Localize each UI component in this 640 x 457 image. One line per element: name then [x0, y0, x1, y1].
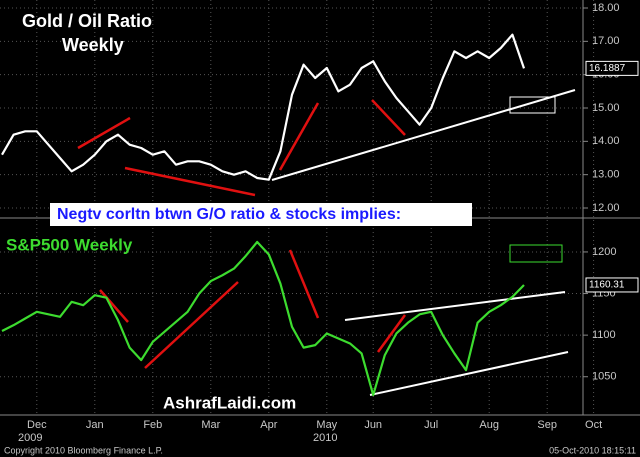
red-trendlines: [77, 99, 407, 369]
x-tick-label: Mar: [201, 419, 220, 431]
last-value-label: 16.1887: [589, 63, 626, 74]
chart-subtitle: Weekly: [62, 35, 124, 55]
trendline: [124, 166, 256, 197]
y-tick-label: 1100: [592, 329, 616, 341]
timestamp: 05-Oct-2010 18:15:11: [549, 445, 636, 455]
white-trendlines: [271, 89, 576, 396]
banner: Negtv corltn btwn G/O ratio & stocks imp…: [57, 206, 401, 223]
year-label: 2009: [18, 432, 42, 444]
x-tick-label: Aug: [479, 419, 499, 431]
trendline: [77, 116, 131, 150]
chart-title: Gold / Oil Ratio: [22, 11, 152, 31]
trendline: [371, 99, 406, 136]
x-tick-label: Feb: [143, 419, 162, 431]
x-tick-label: Sep: [537, 419, 557, 431]
chart-title: S&P500 Weekly: [6, 235, 133, 254]
trendline: [99, 289, 129, 323]
last-value-label: 1160.31: [589, 280, 625, 291]
year-label: 2010: [313, 432, 337, 444]
trendline: [271, 89, 576, 181]
y-tick-label: 17.00: [592, 35, 620, 47]
trendline: [344, 291, 566, 321]
target-box: [509, 96, 556, 114]
trendline: [376, 314, 407, 353]
y-tick-label: 1050: [592, 371, 616, 383]
y-tick-label: 15.00: [592, 102, 620, 114]
last-value-box: [585, 60, 639, 76]
trendline: [369, 351, 569, 396]
x-tick-label: Dec: [27, 419, 47, 431]
y-tick-label: 18.00: [592, 2, 620, 14]
y-tick-label: 13.00: [592, 169, 620, 181]
series-layer: [1, 33, 526, 397]
trendline: [144, 281, 239, 369]
x-tick-label: Apr: [260, 419, 277, 431]
y-tick-label: 14.00: [592, 135, 620, 147]
series-line: [1, 240, 525, 397]
copyright: Copyright 2010 Bloomberg Finance L.P.: [4, 445, 163, 455]
y-tick-label: 1200: [592, 246, 616, 258]
x-tick-label: May: [316, 419, 337, 431]
trendline: [278, 102, 320, 171]
watermark: AshrafLaidi.com: [163, 393, 296, 412]
last-value-box: [585, 277, 639, 293]
x-tick-label: Jun: [364, 419, 382, 431]
trendline: [288, 249, 320, 319]
x-tick-label: Jan: [86, 419, 104, 431]
y-tick-label: 12.00: [592, 202, 620, 214]
target-box: [509, 244, 563, 263]
banner-bg: [50, 203, 472, 226]
x-tick-label: Oct: [585, 419, 602, 431]
series-line: [1, 33, 526, 181]
x-tick-label: Jul: [424, 419, 438, 431]
